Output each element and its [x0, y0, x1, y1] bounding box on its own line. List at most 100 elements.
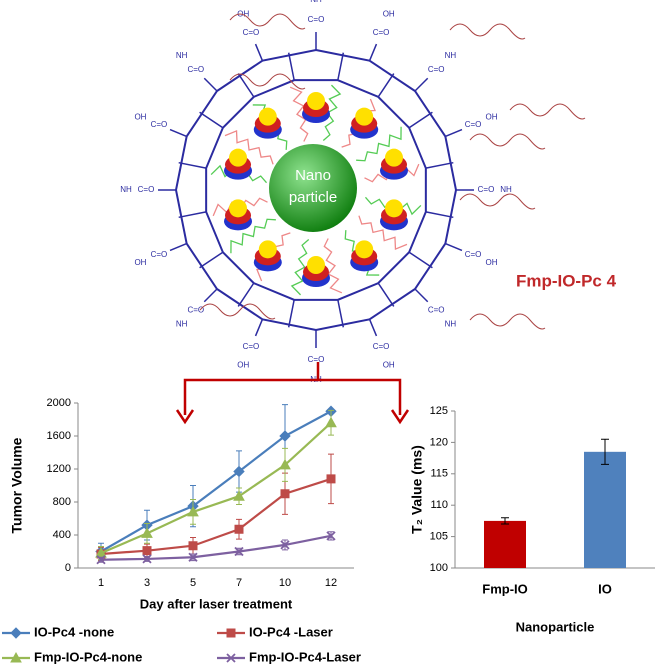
spoke	[199, 251, 224, 269]
pc-yellow	[258, 240, 277, 259]
marker	[234, 524, 244, 534]
group-label: C=O	[138, 185, 155, 194]
spoke	[254, 319, 264, 337]
polymer	[469, 133, 546, 150]
group-label: OH	[237, 361, 249, 370]
chain	[290, 238, 310, 296]
spoke	[203, 77, 218, 92]
polymer	[449, 23, 526, 40]
chain	[230, 218, 276, 254]
spoke	[408, 251, 433, 269]
pc-yellow	[229, 199, 248, 218]
spoke	[199, 111, 224, 129]
pc-yellow	[307, 92, 325, 110]
error-bar	[501, 517, 509, 525]
spoke	[203, 288, 218, 303]
marker	[279, 458, 291, 470]
x-tick-label: 12	[325, 577, 337, 589]
spoke	[368, 43, 378, 61]
nanoparticle-diagram: C=ONHC=OOHC=ONHC=OOHC=ONHC=OOHC=ONHC=OOH…	[120, 0, 586, 384]
legend-marker	[226, 628, 236, 638]
marker	[188, 541, 198, 551]
marker	[142, 546, 152, 556]
group-label: C=O	[187, 65, 204, 74]
y-tick-label: 105	[430, 531, 448, 543]
legend-label: Fmp-IO-Pc4-none	[34, 649, 142, 664]
marker	[141, 527, 153, 538]
group-label: C=O	[243, 342, 260, 351]
pc-yellow	[258, 107, 277, 126]
y-tick-label: 1200	[47, 463, 71, 475]
inner-ring	[205, 79, 427, 301]
error-bar	[601, 438, 609, 465]
y-tick-label: 115	[430, 468, 448, 480]
group-label: OH	[237, 10, 249, 19]
x-label: Day after laser treatment	[140, 596, 293, 611]
legend-marker	[10, 651, 22, 663]
x-tick-label: Fmp-IO	[482, 581, 528, 596]
polymer	[469, 313, 546, 330]
group-label: C=O	[308, 15, 325, 24]
polymer	[199, 303, 276, 320]
marker	[233, 465, 245, 478]
legend-marker	[226, 653, 236, 663]
marker	[280, 489, 290, 499]
group-label: C=O	[428, 305, 445, 314]
group-label: C=O	[151, 120, 168, 129]
group-label: NH	[310, 0, 322, 4]
polymer	[459, 193, 536, 210]
pc-yellow	[307, 256, 325, 274]
y-tick-label: 100	[430, 562, 448, 574]
marker	[325, 416, 337, 428]
spoke	[377, 73, 395, 98]
group-label: C=O	[151, 250, 168, 259]
bar	[584, 451, 626, 568]
spoke	[414, 288, 429, 303]
spoke	[169, 242, 187, 252]
group-label: OH	[383, 10, 395, 19]
pc-yellow	[355, 240, 374, 259]
outer-ring	[174, 48, 458, 332]
arrow-heads	[175, 409, 410, 425]
group-label: C=O	[243, 28, 260, 37]
chain	[356, 126, 402, 162]
spoke	[425, 211, 454, 219]
spoke	[178, 161, 207, 169]
pc-yellow	[384, 148, 403, 167]
group-label: OH	[486, 258, 498, 267]
y-tick-label: 110	[430, 499, 448, 511]
y-tick-label: 0	[65, 562, 71, 574]
legend-label: Fmp-IO-Pc4-Laser	[249, 649, 361, 664]
spoke	[377, 282, 395, 307]
x-tick-label: IO	[598, 581, 612, 596]
legend-label: IO-Pc4 -Laser	[249, 624, 333, 639]
series-line	[100, 477, 332, 556]
x-tick-label: 5	[190, 577, 196, 589]
series-line	[100, 421, 332, 555]
bar	[484, 520, 526, 568]
group-label: C=O	[373, 342, 390, 351]
spoke	[368, 319, 378, 337]
pc-yellow	[229, 148, 248, 167]
y-tick-label: 120	[430, 436, 448, 448]
group-label: C=O	[465, 120, 482, 129]
pc-yellow	[384, 199, 403, 218]
group-label: NH	[445, 319, 457, 328]
group-label: OH	[383, 361, 395, 370]
core-label: Nano	[295, 167, 331, 184]
x-tick-label: 10	[279, 577, 291, 589]
y-label: Tumor Volume	[9, 437, 25, 533]
group-label: C=O	[428, 65, 445, 74]
marker	[326, 474, 336, 484]
marker	[142, 554, 152, 564]
chain	[323, 238, 343, 294]
spoke	[237, 282, 255, 307]
x-tick-label: 3	[144, 577, 150, 589]
group-label: OH	[486, 112, 498, 121]
spoke	[287, 299, 295, 328]
spoke	[445, 128, 463, 138]
group-label: NH	[445, 51, 457, 60]
polymer	[229, 13, 306, 30]
y-tick-label: 2000	[47, 397, 71, 409]
y-label: T₂ Value (ms)	[409, 445, 425, 534]
